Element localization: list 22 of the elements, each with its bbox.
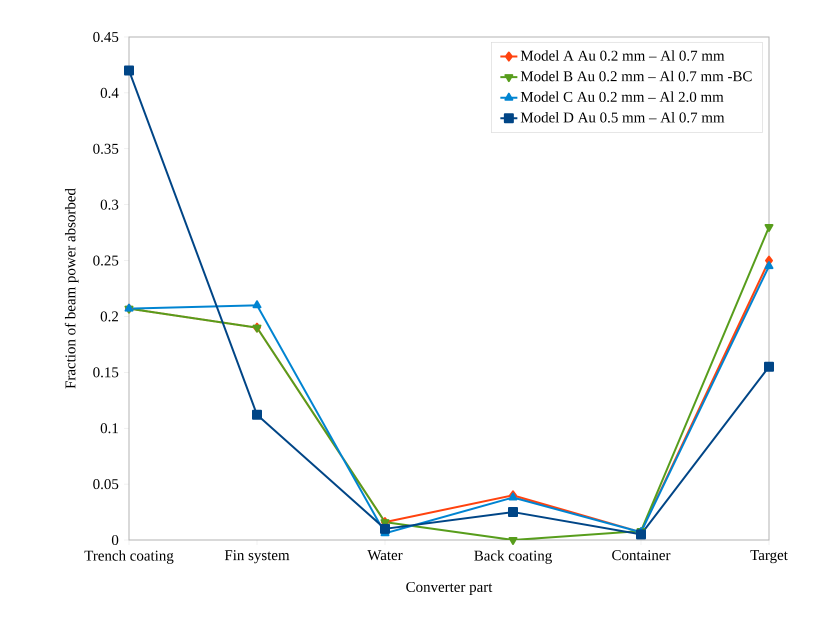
y-tick-label: 0.2 xyxy=(100,311,118,322)
y-tick-label: 0.45 xyxy=(93,32,118,42)
y-axis-title: Fraction of beam power absorbed xyxy=(64,188,79,388)
legend-label: Model C Au 0.2 mm – Al 2.0 mm xyxy=(520,91,724,102)
x-tick-label: Water xyxy=(367,550,403,560)
legend-label: Model A Au 0.2 mm – Al 0.7 mm xyxy=(520,50,724,61)
y-tick-label: 0.15 xyxy=(93,367,118,378)
x-tick-label: Fin system xyxy=(224,550,290,564)
y-tick-label: 0.4 xyxy=(100,88,119,98)
x-tick-label: Back coating xyxy=(474,550,552,564)
x-tick-label: Container xyxy=(612,550,670,560)
y-tick-label: 0.1 xyxy=(100,423,118,434)
y-tick-label: 0.05 xyxy=(93,479,118,490)
y-tick-label: 0.25 xyxy=(93,255,118,266)
legend-label: Model B Au 0.2 mm – Al 0.7 mm -BC xyxy=(520,70,752,82)
y-tick-label: 0.35 xyxy=(93,144,118,154)
x-tick-label: Target xyxy=(750,550,788,564)
y-tick-label: 0 xyxy=(112,534,118,546)
x-axis-title: Converter part xyxy=(406,582,492,596)
legend-label: Model D Au 0.5 mm – Al 0.7 mm xyxy=(520,112,724,123)
x-tick-label: Trench coating xyxy=(84,550,174,564)
y-tick-label: 0.3 xyxy=(100,200,118,210)
